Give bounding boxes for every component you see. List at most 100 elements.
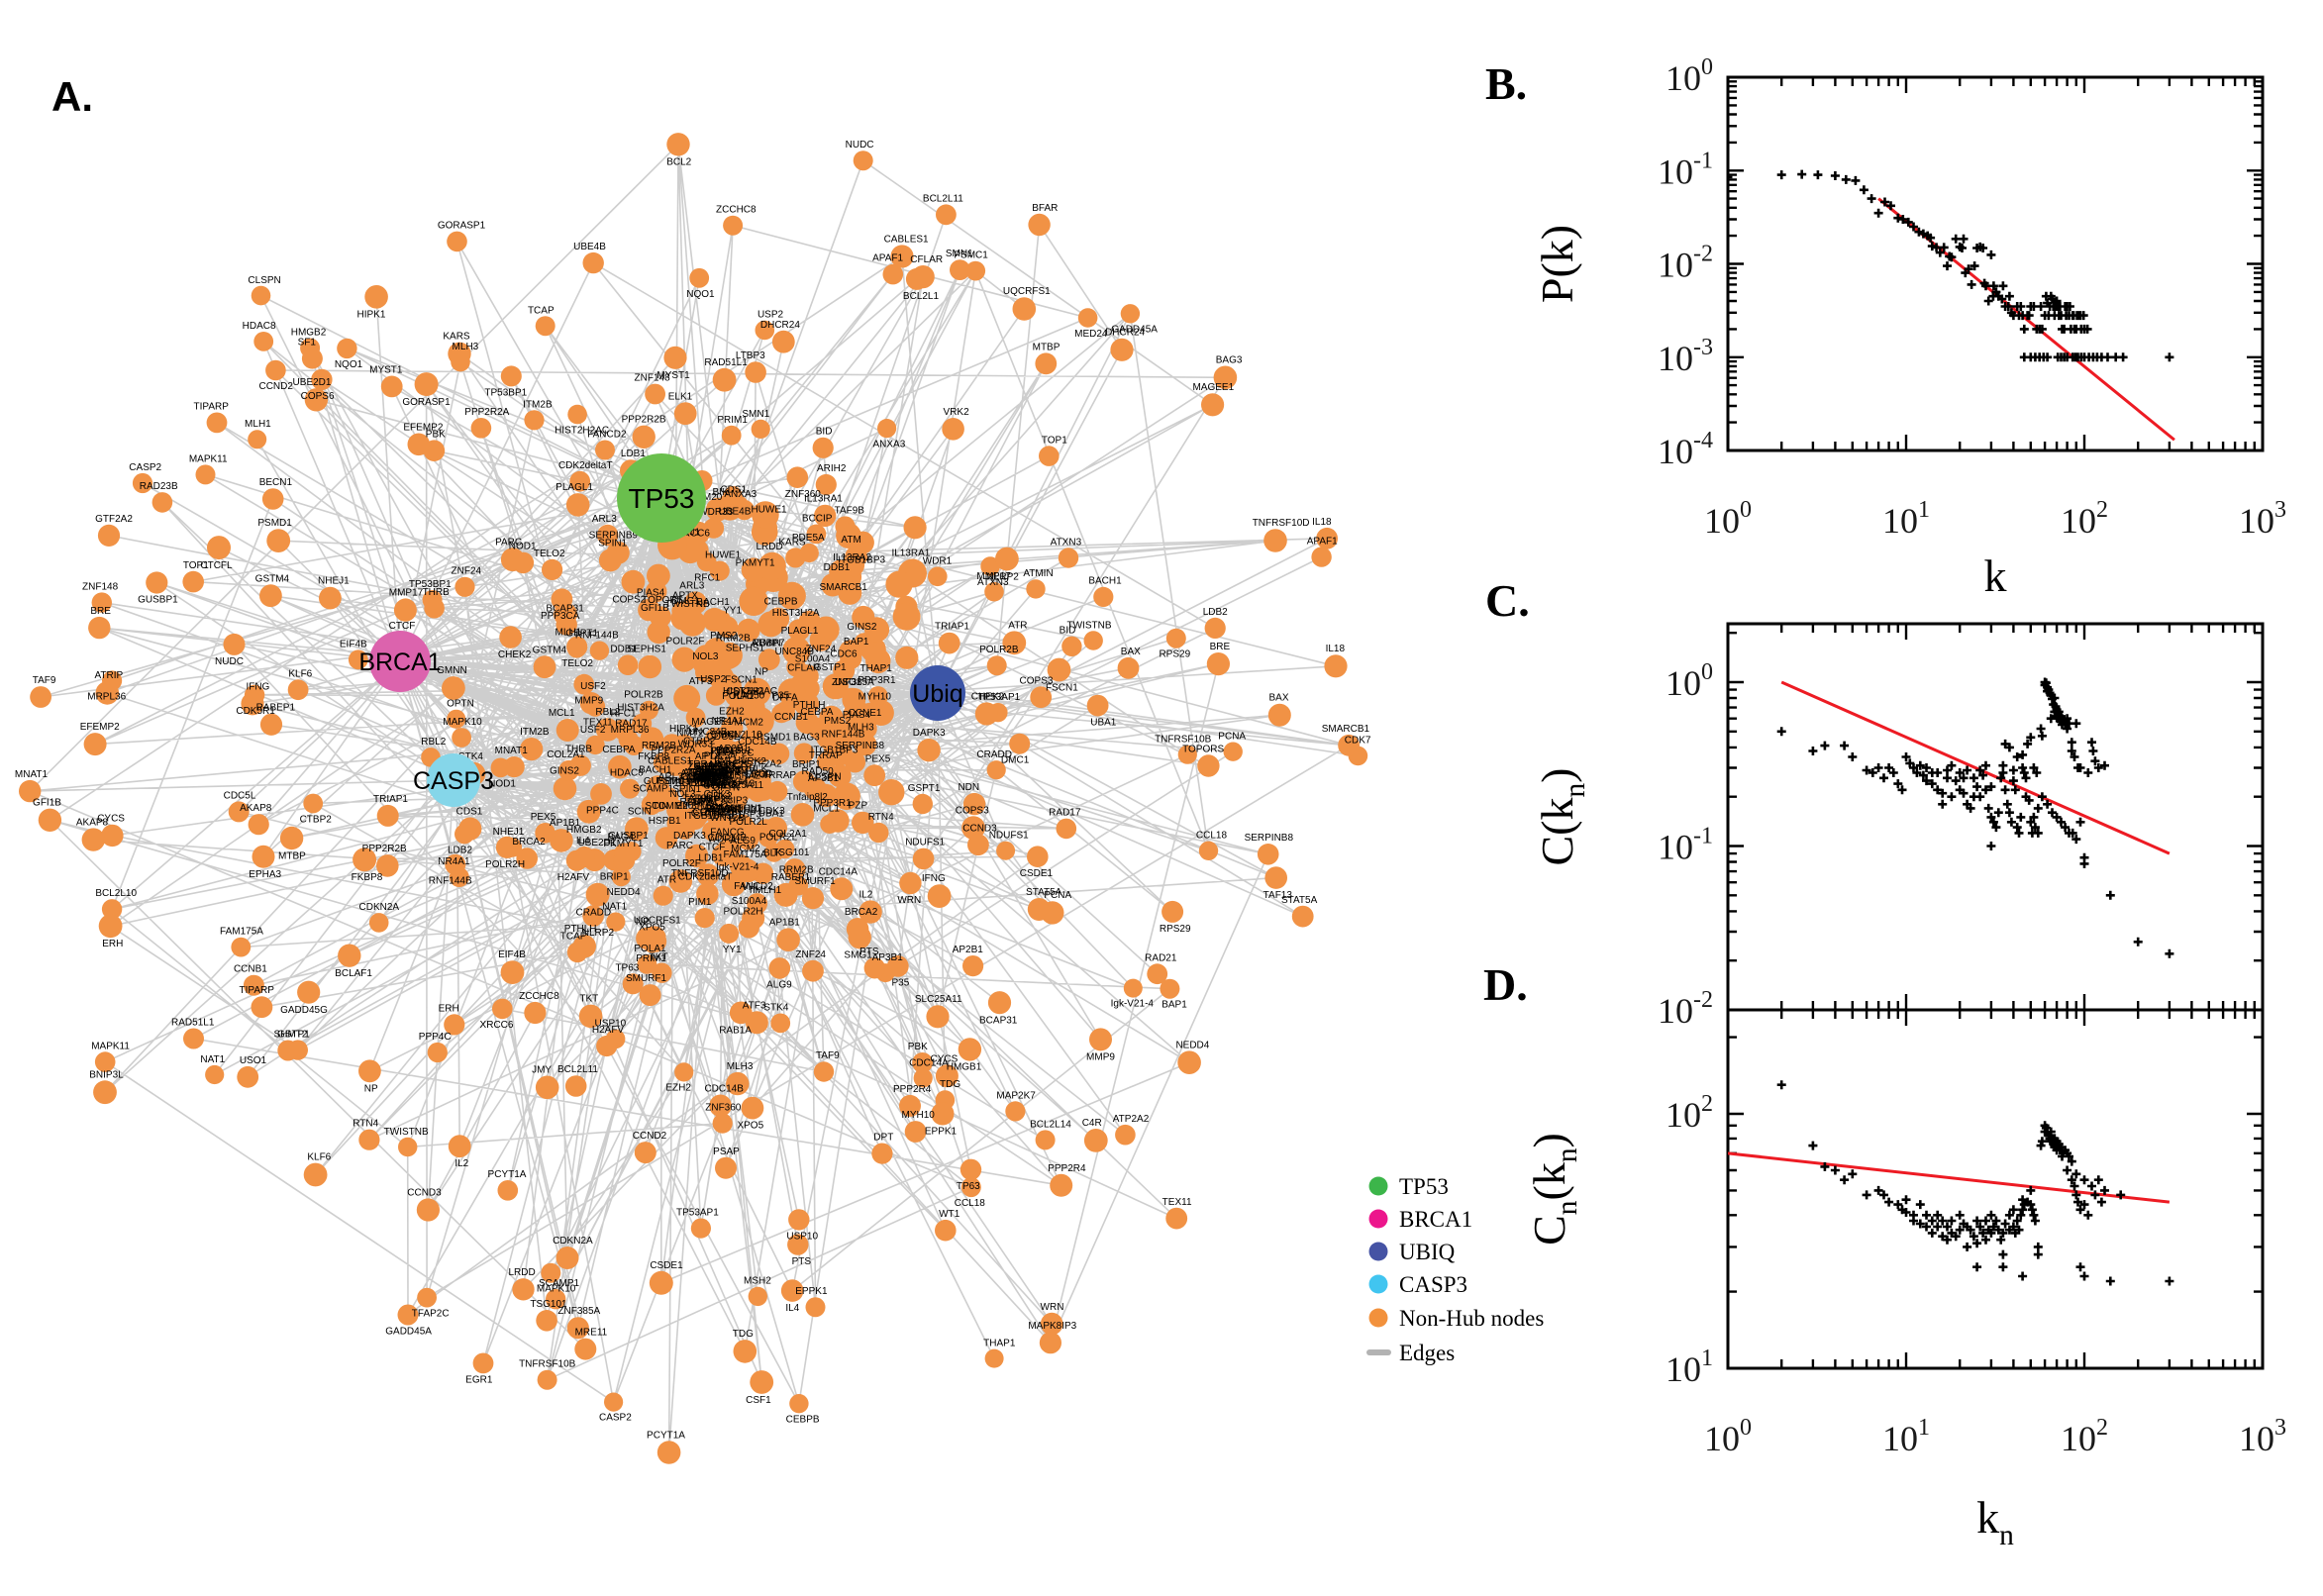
network-node xyxy=(860,637,886,662)
network-node-label: TFAP2C xyxy=(412,1309,450,1320)
network-node-label: MLH3 xyxy=(848,722,874,733)
network-node-label: GTF2A2 xyxy=(95,514,133,525)
network-node-label: CYCS xyxy=(97,814,125,825)
network-node xyxy=(830,877,854,901)
network-node xyxy=(643,926,666,949)
network-node-label: BFAR xyxy=(700,777,726,788)
network-node-label: CDS1 xyxy=(456,806,483,817)
network-node xyxy=(1040,1312,1063,1336)
network-node-label: TNFRSF10D xyxy=(1253,518,1310,529)
network-node xyxy=(995,547,1019,571)
network-node-label: S100A4 xyxy=(732,896,767,907)
network-node xyxy=(938,632,960,654)
legend-item-casp3: CASP3 xyxy=(1368,1272,1467,1297)
network-node xyxy=(774,701,795,722)
network-node xyxy=(871,1143,893,1164)
network-node xyxy=(788,1209,810,1231)
network-node xyxy=(802,959,824,982)
network-node-label: ZNF24 xyxy=(795,949,826,960)
network-node-label: CDK2 xyxy=(694,772,721,783)
y-tick-label-d: 101 xyxy=(1666,1346,1713,1389)
network-node-label: BCL2L14 xyxy=(1030,1119,1071,1130)
network-node xyxy=(452,728,471,748)
network-node xyxy=(858,900,882,924)
network-node-label: FANCG xyxy=(710,828,745,839)
network-node xyxy=(614,843,635,863)
network-node-label: CEBPA xyxy=(800,707,833,718)
network-node xyxy=(558,759,579,781)
network-node-label: POLR2B xyxy=(624,690,663,701)
network-node xyxy=(550,829,573,852)
network-node-label: ITGB1BP3 xyxy=(811,746,858,756)
network-node-label: WDR1 xyxy=(923,555,953,566)
network-node-label: SF1 xyxy=(705,807,724,818)
network-node-label: TRRAP xyxy=(762,770,796,781)
network-node xyxy=(1120,304,1141,324)
network-node-label: Igk-V21-4 xyxy=(1111,999,1155,1010)
network-node xyxy=(447,709,466,729)
network-node-label: BCL2L1 xyxy=(716,746,753,756)
network-node-label: SHMT2 xyxy=(695,770,729,781)
network-node-label: MAGEE1 xyxy=(691,717,733,728)
network-node-label: TFAP2C xyxy=(717,748,755,758)
network-node-label: PDE5A xyxy=(792,533,825,544)
network-node-label: ARIH2 xyxy=(817,463,847,474)
network-node xyxy=(838,580,862,605)
network-node xyxy=(912,1052,933,1073)
network-node xyxy=(745,706,774,737)
network-node-label: BCL2L14 xyxy=(675,778,717,789)
network-node-label: TWISTNB xyxy=(384,1127,429,1138)
network-node-label: MYH10 xyxy=(858,692,892,703)
network-node-label: POLA1 xyxy=(634,944,666,954)
network-node-label: CFLAR xyxy=(787,663,820,674)
x-tick-label-b: 101 xyxy=(1882,497,1930,541)
network-node-label: NDN xyxy=(958,782,979,793)
network-node-label: SLC25A11 xyxy=(716,780,763,791)
network-node-label: PIM1 xyxy=(695,764,719,775)
network-node xyxy=(376,804,399,827)
network-node xyxy=(663,346,687,369)
network-node xyxy=(685,707,706,728)
network-node xyxy=(640,727,664,750)
network-node xyxy=(961,816,985,840)
network-node xyxy=(611,867,631,887)
network-node-label: BAP1 xyxy=(844,637,869,648)
network-node-label: CCNB1 xyxy=(234,964,267,975)
network-node-label: TELO2 xyxy=(561,658,593,669)
network-node xyxy=(1035,1130,1056,1150)
network-node xyxy=(248,430,267,449)
network-node-label: IL13RA1 xyxy=(891,549,930,559)
network-node-label: PZP xyxy=(849,801,868,812)
scatter-points-d xyxy=(1776,1080,2174,1286)
network-node-label: TKT xyxy=(650,952,668,963)
network-node xyxy=(984,581,1004,602)
network-node-label: PSAP xyxy=(713,1147,740,1157)
legend-dot-ubiq-icon xyxy=(1368,1242,1388,1261)
legend-label-casp3: CASP3 xyxy=(1399,1272,1467,1297)
network-node-label: HIST2H2AC xyxy=(723,686,777,697)
network-node xyxy=(935,1064,959,1088)
network-node-label: NTHL1 xyxy=(702,771,734,782)
network-node-label: ZNF148 xyxy=(635,373,671,384)
network-node-label: RTN4 xyxy=(868,812,894,823)
network-node xyxy=(842,687,866,712)
network-node-label: VHL xyxy=(742,882,761,893)
network-node xyxy=(783,858,806,881)
network-node xyxy=(535,1075,559,1100)
network-node-label: CSDE1 xyxy=(1020,868,1054,879)
plot-b: B. 100 10-1 10-2 10-3 10-4 100 101 102 103 k P(k) xyxy=(1485,54,2286,601)
plot-frame-d xyxy=(1726,1008,2265,1370)
network-node-label: PRIM1 xyxy=(636,953,666,964)
network-node-label: UQCRFS1 xyxy=(1003,286,1051,297)
network-node-label: TOP1 xyxy=(183,560,209,571)
network-node xyxy=(890,245,914,268)
network-node-label: VHL xyxy=(721,806,741,817)
network-node-label: TSG101 xyxy=(530,1299,567,1310)
network-node xyxy=(721,425,742,446)
network-node xyxy=(1204,617,1226,640)
network-node xyxy=(297,980,321,1004)
network-node-label: DHCR24 xyxy=(760,320,800,331)
network-node-label: SF1 xyxy=(298,338,317,349)
network-node xyxy=(38,808,62,832)
legend-label-brca1: BRCA1 xyxy=(1399,1207,1472,1232)
